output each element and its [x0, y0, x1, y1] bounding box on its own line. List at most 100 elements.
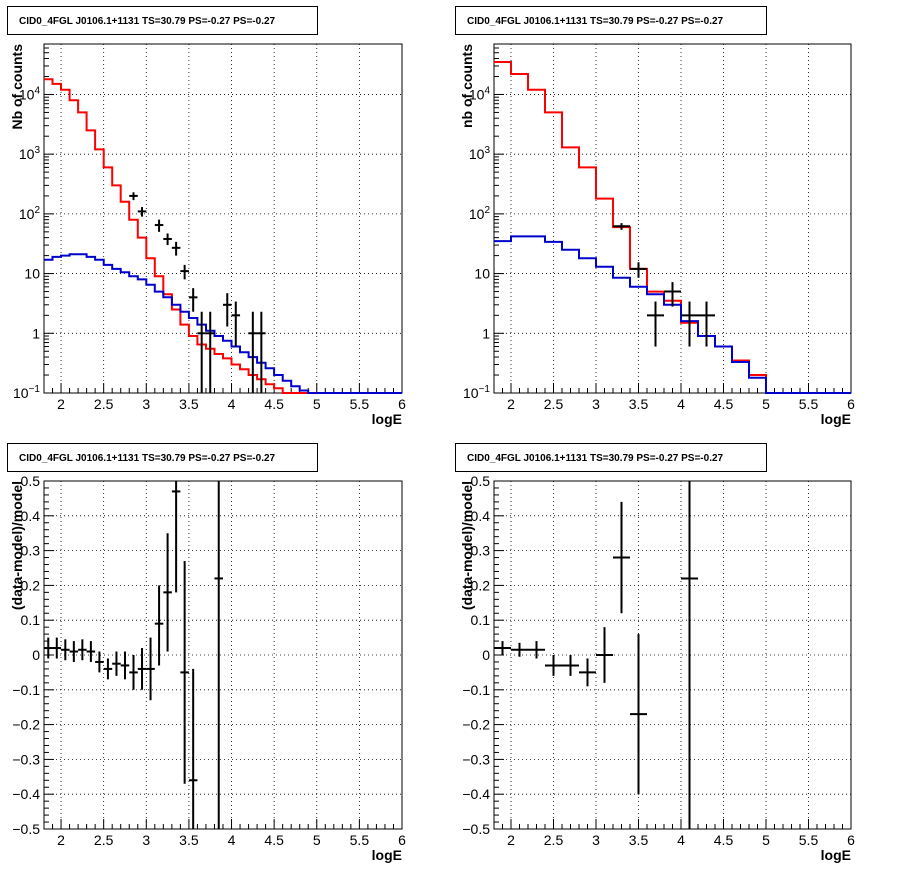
x-tick-label: 2.5 [94, 396, 114, 412]
x-tick-label: 4.5 [714, 832, 734, 848]
y-tick-label: 103 [469, 145, 491, 162]
x-tick-label: 4.5 [264, 832, 284, 848]
data-point [112, 651, 121, 676]
y-tick-label: 10−1 [463, 384, 490, 401]
data-point [180, 561, 189, 784]
data-point [613, 223, 630, 230]
y-tick-label: 0.1 [21, 612, 41, 628]
data-point [664, 282, 681, 307]
x-tick-label: 3 [142, 396, 150, 412]
y-tick-label: −0.4 [462, 786, 490, 802]
x-axis-label: logE [821, 411, 851, 427]
data-point [78, 639, 87, 661]
y-tick-label: −0.5 [462, 821, 490, 837]
data-point [69, 641, 79, 662]
data-point [154, 219, 164, 232]
data-point [44, 637, 53, 659]
data-point [579, 658, 596, 687]
x-tick-label: 3.5 [179, 832, 199, 848]
data-point [86, 641, 96, 662]
y-tick-label: 102 [469, 205, 491, 222]
y-tick-label: 10 [474, 266, 490, 282]
chart-title: CID0_4FGL J0106.1+1131 TS=30.79 PS=-0.27… [467, 453, 724, 464]
x-tick-label: 5.5 [350, 832, 370, 848]
data-point [630, 262, 647, 278]
x-tick-label: 5 [313, 396, 321, 412]
x-tick-label: 3 [142, 832, 150, 848]
x-tick-label: 6 [847, 396, 855, 412]
y-tick-label: 102 [19, 205, 41, 222]
y-tick-label: 0.2 [471, 577, 491, 593]
x-tick-label: 4 [228, 832, 236, 848]
y-tick-label: 103 [19, 145, 41, 162]
x-tick-label: 2.5 [94, 832, 114, 848]
y-tick-label: −0.2 [462, 717, 490, 733]
y-tick-label: 0.5 [21, 473, 41, 489]
y-tick-label: 1 [32, 325, 40, 341]
data-point [95, 651, 104, 673]
data-point [596, 627, 613, 683]
x-tick-label: 6 [398, 396, 406, 412]
y-tick-label: 10−1 [13, 384, 40, 401]
data-point [163, 233, 172, 246]
data-point [545, 655, 562, 676]
data-point [188, 668, 198, 829]
data-point [231, 301, 241, 347]
data-point [120, 651, 130, 680]
y-tick-label: 0 [482, 647, 490, 663]
y-tick-label: 0.3 [471, 543, 491, 559]
data-point [61, 639, 70, 661]
x-tick-label: 2 [507, 832, 515, 848]
chart-title: CID0_4FGL J0106.1+1131 TS=30.79 PS=-0.27… [19, 453, 276, 464]
data-point [180, 264, 189, 280]
y-tick-label: 10 [24, 266, 40, 282]
chart-title-box [7, 443, 318, 472]
x-tick-label: 4 [228, 396, 236, 412]
plot-frame [493, 43, 852, 394]
x-tick-label: 5.5 [799, 832, 819, 848]
y-tick-label: −0.2 [12, 717, 40, 733]
chart-title-box [455, 443, 767, 472]
chart-title-box [455, 6, 767, 35]
y-axis-label: (data-model)/model [9, 481, 25, 610]
x-tick-label: 5 [313, 832, 321, 848]
data-point [528, 641, 545, 659]
x-tick-label: 5 [762, 396, 770, 412]
data-point [647, 301, 664, 347]
plot-frame [493, 480, 852, 830]
data-point [129, 192, 138, 201]
x-tick-label: 5 [762, 832, 770, 848]
x-tick-label: 4 [677, 396, 685, 412]
x-tick-label: 2.5 [544, 832, 564, 848]
series-step-line-2 [494, 235, 851, 394]
y-tick-label: 104 [19, 85, 41, 102]
x-tick-label: 3 [592, 832, 600, 848]
x-tick-label: 2 [57, 396, 65, 412]
chart-panel-1: CID0_4FGL J0106.1+1131 TS=30.79 PS=-0.27… [7, 6, 406, 427]
data-point [698, 301, 715, 347]
chart-title: CID0_4FGL J0106.1+1131 TS=30.79 PS=-0.27… [19, 16, 276, 27]
data-point [257, 311, 266, 393]
chart-title-box [7, 6, 318, 35]
x-tick-label: 3.5 [629, 832, 649, 848]
x-tick-label: 5.5 [799, 396, 819, 412]
chart-panel-4: CID0_4FGL J0106.1+1131 TS=30.79 PS=-0.27… [455, 443, 855, 863]
y-axis-label: nb of counts [459, 44, 475, 128]
x-tick-label: 2 [507, 396, 515, 412]
data-point [681, 301, 698, 347]
y-tick-label: 0.5 [471, 473, 491, 489]
x-tick-label: 2 [57, 832, 65, 848]
series-step-line-2 [44, 253, 402, 394]
y-tick-label: 0.3 [21, 543, 41, 559]
y-tick-label: 0.4 [21, 508, 41, 524]
y-tick-label: −0.3 [462, 751, 490, 767]
y-axis-label: (data-model)/model [459, 481, 475, 610]
data-point [137, 207, 147, 217]
y-tick-label: 0.1 [471, 612, 491, 628]
data-point [52, 637, 62, 659]
x-tick-label: 4.5 [264, 396, 284, 412]
data-point [681, 481, 698, 829]
y-tick-label: −0.5 [12, 821, 40, 837]
data-point [197, 311, 206, 393]
